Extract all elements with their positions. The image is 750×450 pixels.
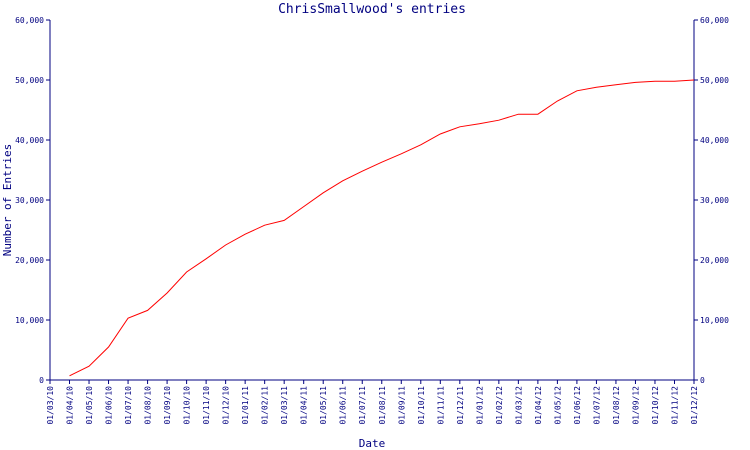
y-tick-label: 60,000 (15, 16, 44, 25)
x-tick-label: 01/12/12 (690, 386, 699, 425)
x-tick-label: 01/07/10 (124, 386, 133, 425)
x-tick-label: 01/09/12 (631, 386, 640, 425)
x-tick-label: 01/11/12 (670, 386, 679, 425)
x-tick-label: 01/02/12 (495, 386, 504, 425)
x-tick-label: 01/05/11 (319, 386, 328, 425)
x-tick-label: 01/01/11 (241, 386, 250, 425)
x-tick-label: 01/04/12 (534, 386, 543, 425)
data-line (69, 79, 695, 377)
x-tick-label: 01/10/12 (651, 386, 660, 425)
x-tick-label: 01/07/12 (592, 386, 601, 425)
x-axis-label: Date (359, 437, 386, 450)
y2-tick-label: 40,000 (700, 136, 729, 145)
y2-tick-label: 10,000 (700, 316, 729, 325)
x-tick-label: 01/06/10 (105, 386, 114, 425)
y-tick-label: 20,000 (15, 256, 44, 265)
y-tick-label: 50,000 (15, 76, 44, 85)
x-tick-label: 01/03/12 (514, 386, 523, 425)
y2-tick-label: 30,000 (700, 196, 729, 205)
x-tick-label: 01/03/10 (46, 386, 55, 425)
x-tick-label: 01/06/11 (339, 386, 348, 425)
x-tick-label: 01/11/10 (202, 386, 211, 425)
x-tick-label: 01/10/11 (417, 386, 426, 425)
y-tick-label: 40,000 (15, 136, 44, 145)
x-tick-label: 01/10/10 (183, 386, 192, 425)
y2-tick-label: 20,000 (700, 256, 729, 265)
chart-title: ChrisSmallwood's entries (278, 2, 466, 17)
y2-tick-label: 50,000 (700, 76, 729, 85)
x-tick-label: 01/05/12 (553, 386, 562, 425)
x-tick-label: 01/07/11 (358, 386, 367, 425)
x-tick-label: 01/12/10 (222, 386, 231, 425)
x-tick-label: 01/02/11 (261, 386, 270, 425)
x-tick-label: 01/09/11 (397, 386, 406, 425)
y-tick-label: 10,000 (15, 316, 44, 325)
x-tick-label: 01/05/10 (85, 386, 94, 425)
y-tick-label: 30,000 (15, 196, 44, 205)
x-tick-label: 01/09/10 (163, 386, 172, 425)
x-tick-label: 01/12/11 (456, 386, 465, 425)
y2-tick-label: 0 (700, 376, 705, 385)
x-tick-label: 01/11/11 (436, 386, 445, 425)
x-tick-label: 01/04/10 (66, 386, 75, 425)
x-tick-label: 01/08/10 (144, 386, 153, 425)
x-tick-label: 01/01/12 (475, 386, 484, 425)
x-tick-label: 01/04/11 (300, 386, 309, 425)
x-tick-label: 01/08/11 (378, 386, 387, 425)
y-tick-label: 0 (39, 376, 44, 385)
y-axis-label: Number of Entries (1, 144, 14, 257)
x-tick-label: 01/06/12 (573, 386, 582, 425)
x-tick-label: 01/03/11 (280, 386, 289, 425)
x-tick-label: 01/08/12 (612, 386, 621, 425)
y2-tick-label: 60,000 (700, 16, 729, 25)
